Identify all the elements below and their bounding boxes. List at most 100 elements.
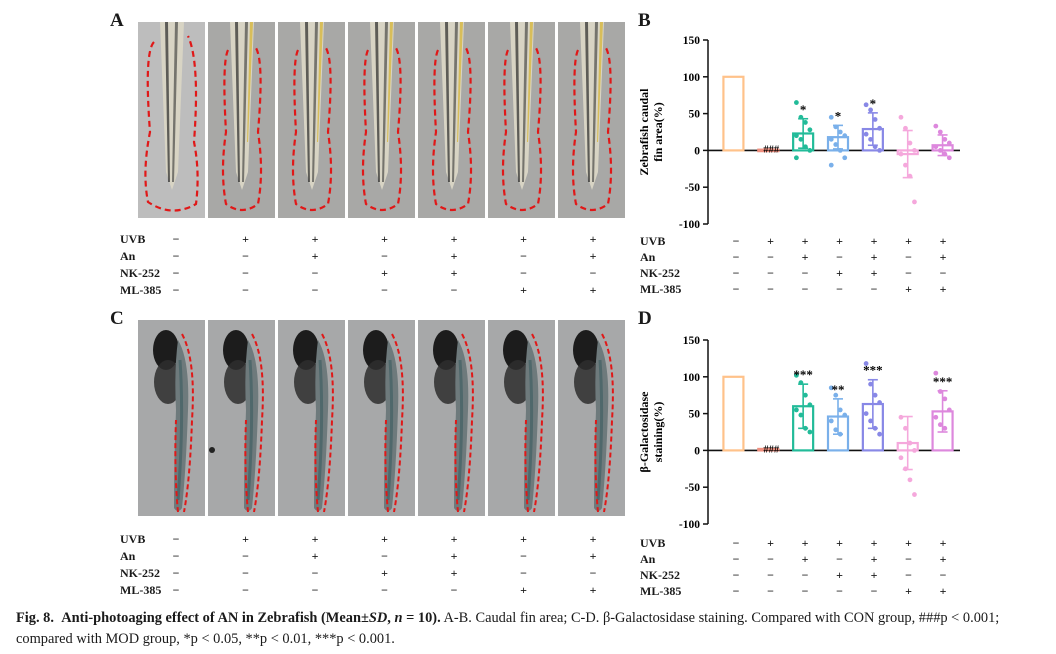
data-point <box>898 151 904 157</box>
caudal-fin-image <box>558 22 625 218</box>
data-point <box>833 392 839 398</box>
treatment-sign: + <box>905 234 912 248</box>
data-point <box>912 148 917 153</box>
data-point <box>837 431 843 437</box>
treatment-sign: + <box>450 532 458 546</box>
data-point <box>937 148 943 153</box>
larva-image-row <box>138 320 625 516</box>
data-point <box>872 425 878 431</box>
treatment-sign: − <box>767 584 774 598</box>
data-point <box>802 120 808 125</box>
data-point <box>877 125 883 131</box>
treatment-sign: + <box>311 232 319 246</box>
treatment-sign: − <box>381 583 388 597</box>
treatment-label: An <box>120 249 136 263</box>
data-point <box>877 431 883 437</box>
treatment-label: An <box>640 552 656 566</box>
data-point <box>828 162 834 168</box>
treatment-sign: − <box>732 584 740 598</box>
treatment-sign: − <box>520 549 527 563</box>
treatment-sign: − <box>767 568 774 582</box>
y-axis-label: fin area(%) <box>651 102 665 161</box>
treatment-sign: − <box>450 283 458 297</box>
treatment-sign: + <box>520 283 527 297</box>
treatment-sign: − <box>450 583 458 597</box>
treatment-sign: + <box>589 283 597 297</box>
treatment-sign: − <box>905 552 912 566</box>
data-point <box>798 412 804 418</box>
data-point <box>933 144 939 150</box>
treatment-sign: + <box>836 568 843 582</box>
treatment-sign: − <box>939 266 947 280</box>
caudal-fin-area-chart: 150 100 50 0 -50 -100 Zebrafish caudal fin area… <box>637 35 960 231</box>
treatment-sign: − <box>311 566 319 580</box>
treatment-sign: − <box>732 568 740 582</box>
significance-label: * <box>835 108 842 123</box>
significance-label: *** <box>933 374 953 389</box>
treatment-sign: + <box>381 232 388 246</box>
caudal-fin-image <box>348 22 415 218</box>
data-point <box>937 389 943 394</box>
treatment-sign: − <box>801 568 809 582</box>
treatment-label: ML-385 <box>120 583 162 597</box>
treatment-sign: + <box>311 249 319 263</box>
significance-label: ### <box>763 144 780 155</box>
treatment-sign: − <box>905 568 912 582</box>
y-tick-label: -50 <box>685 182 701 194</box>
larva-image <box>558 320 625 516</box>
treatment-sign: + <box>801 552 809 566</box>
treatment-sign: − <box>242 249 249 263</box>
treatment-sign: + <box>589 249 597 263</box>
treatment-sign: − <box>589 566 597 580</box>
treatment-sign: − <box>520 266 527 280</box>
treatment-sign: + <box>450 566 458 580</box>
data-point <box>807 429 813 435</box>
treatment-sign: − <box>767 552 774 566</box>
data-point <box>933 123 939 129</box>
data-point <box>828 136 834 142</box>
panel-label-b: B <box>638 10 651 31</box>
treatment-sign: + <box>520 532 527 546</box>
treatment-sign: − <box>836 250 843 264</box>
data-point <box>793 100 799 105</box>
treatment-sign: − <box>172 566 180 580</box>
larva-image <box>208 320 275 516</box>
data-point <box>842 155 848 161</box>
treatment-sign: + <box>381 266 388 280</box>
treatment-sign: − <box>242 549 249 563</box>
treatment-sign: − <box>589 266 597 280</box>
y-tick-label: 150 <box>683 35 701 47</box>
treatment-row: UVB − + + + + + + <box>120 232 620 248</box>
treatment-sign: − <box>172 532 180 546</box>
data-point <box>863 361 869 366</box>
treatment-sign: + <box>870 552 878 566</box>
treatment-sign: + <box>905 282 912 296</box>
y-axis-label: staining(%) <box>651 402 665 463</box>
data-point <box>877 400 883 405</box>
treatment-sign: − <box>732 234 740 248</box>
data-point <box>907 477 913 483</box>
data-point <box>903 162 908 168</box>
figure-caption: Fig. 8. Anti-photoaging effect of AN in … <box>16 608 1046 650</box>
significance-label: * <box>870 96 877 111</box>
data-point <box>828 114 834 120</box>
treatment-sign: − <box>172 249 180 263</box>
data-point <box>933 414 939 420</box>
caudal-fin-image <box>278 22 345 218</box>
treatment-sign: − <box>172 549 180 563</box>
data-point <box>912 448 917 453</box>
treatment-label: ML-385 <box>640 282 682 296</box>
treatment-row: An − − + − + − + <box>640 552 960 568</box>
data-point <box>793 407 799 413</box>
treatment-table-b: UVB − + + + + + + An − − + − + − + NK-252 − − − + + − − ML-385 − −… <box>640 234 960 304</box>
y-axis-label: Zebrafish caudal <box>637 88 651 176</box>
treatment-label: NK-252 <box>120 566 160 580</box>
treatment-sign: − <box>836 282 843 296</box>
treatment-sign: − <box>732 266 740 280</box>
treatment-table-d: UVB − + + + + + + An − − + − + − + NK-252 − − − + + − − ML-385 − −… <box>640 536 960 606</box>
treatment-sign: − <box>732 552 740 566</box>
treatment-sign: + <box>939 552 947 566</box>
treatment-sign: + <box>836 536 843 550</box>
data-point <box>802 425 808 431</box>
treatment-sign: − <box>732 282 740 296</box>
